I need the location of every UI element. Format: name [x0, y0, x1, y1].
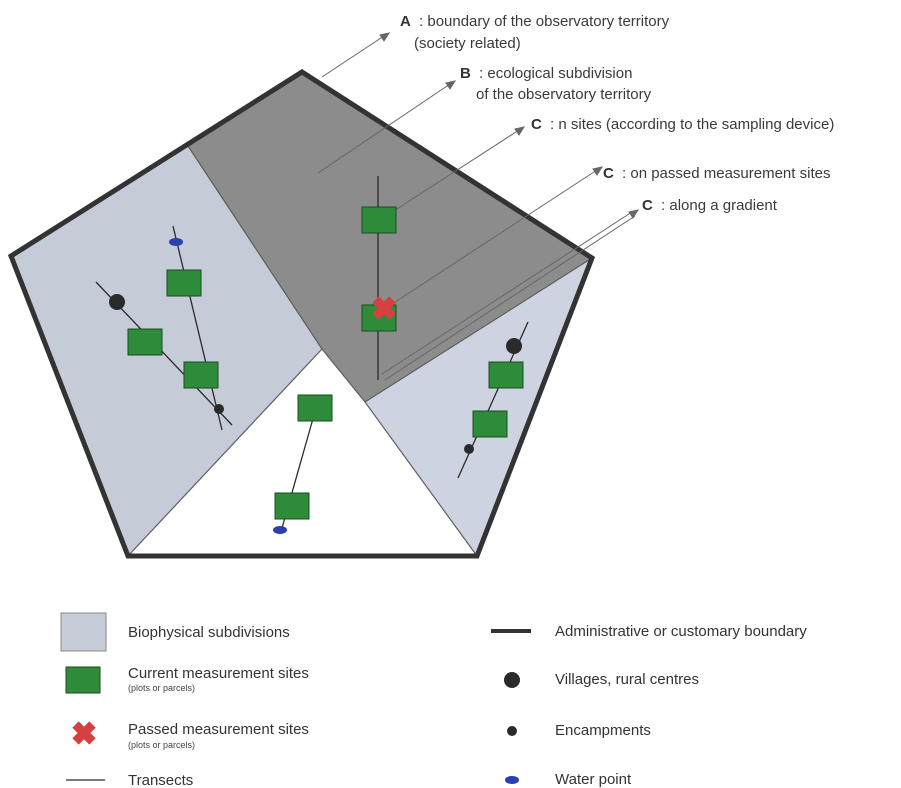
villages	[109, 294, 522, 354]
annotation-text: : ecological subdivision	[479, 65, 632, 82]
measurement-site	[488, 361, 524, 389]
measurement-site	[183, 361, 219, 389]
legend-label-transects: Transects	[128, 772, 193, 788]
legend-label-boundary: Administrative or customary boundary	[555, 623, 807, 640]
annotation-text: : on passed measurement sites	[622, 165, 830, 182]
annotation-text: : n sites (according to the sampling dev…	[550, 116, 834, 133]
legend-swatch-passed-sites	[72, 721, 96, 745]
legend-sub-current-sites: (plots or parcels)	[128, 683, 195, 693]
transect-line	[172, 225, 223, 431]
region-bottom	[128, 349, 477, 556]
svg-text:B : ecological subdivisi: B : ecological subdivision	[460, 65, 632, 82]
annotation-letter: C	[642, 197, 653, 214]
encampment-dot	[464, 444, 474, 454]
subdivision-lines	[127, 145, 593, 557]
annotation-b: B : ecological subdivision of the observ…	[460, 65, 652, 103]
measurement-site	[472, 410, 508, 438]
legend-sub-passed-sites: (plots or parcels)	[128, 740, 195, 750]
measurement-site	[166, 269, 202, 297]
svg-text:C : n sites (according t: C : n sites (according to the sampling d…	[531, 116, 834, 133]
annotation-text: : boundary of the observatory territory	[419, 13, 670, 30]
legend-swatch-water-point	[505, 776, 519, 784]
legend-swatch-current-sites	[65, 666, 101, 694]
village-dot	[109, 294, 125, 310]
annotation-text: : along a gradient	[661, 197, 778, 214]
water-point	[273, 526, 287, 534]
svg-text:C : on passed measuremen: C : on passed measurement sites	[603, 165, 830, 182]
annotation-c2: C : on passed measurement sites	[603, 165, 830, 182]
annotation-letter: C	[531, 116, 542, 133]
legend-label-villages: Villages, rural centres	[555, 671, 699, 688]
region-top	[188, 72, 592, 402]
annotation-text: (society related)	[414, 35, 521, 52]
annotation-letter: C	[603, 165, 614, 182]
legend: Biophysical subdivisions Current measure…	[60, 612, 807, 788]
measurement-site	[361, 206, 397, 234]
legend-label-biophysical: Biophysical subdivisions	[128, 624, 290, 641]
annotation-text: of the observatory territory	[476, 86, 652, 103]
legend-swatch-villages	[504, 672, 520, 688]
annotation-c3: C : along a gradient	[642, 197, 778, 214]
annotation-a: A : boundary of the observatory territor…	[400, 13, 670, 52]
legend-swatch-encampments	[507, 726, 517, 736]
annotation-c1: C : n sites (according to the sampling d…	[531, 116, 834, 133]
administrative-boundary	[7, 69, 596, 559]
measurement-site	[274, 492, 310, 520]
annotation-letter: B	[460, 65, 471, 82]
svg-text:A : boundary of the obse: A : boundary of the observatory territor…	[400, 13, 670, 30]
legend-swatch-biophysical	[60, 612, 107, 652]
encampment-dot	[214, 404, 224, 414]
legend-label-current-sites: Current measurement sites	[128, 665, 309, 682]
water-points	[169, 238, 287, 534]
region-right	[365, 258, 592, 556]
svg-text:C : along a gradient: C : along a gradient	[642, 197, 778, 214]
legend-label-water-point: Water point	[555, 771, 632, 788]
measurement-site	[297, 394, 333, 422]
measurement-site	[127, 328, 163, 356]
passed-site-marker	[372, 296, 396, 320]
legend-label-encampments: Encampments	[555, 722, 651, 739]
annotation-arrows	[317, 32, 640, 381]
water-point	[169, 238, 183, 246]
village-dot	[506, 338, 522, 354]
encampments	[214, 404, 474, 454]
annotation-letter: A	[400, 13, 411, 30]
legend-label-passed-sites: Passed measurement sites	[128, 721, 309, 738]
